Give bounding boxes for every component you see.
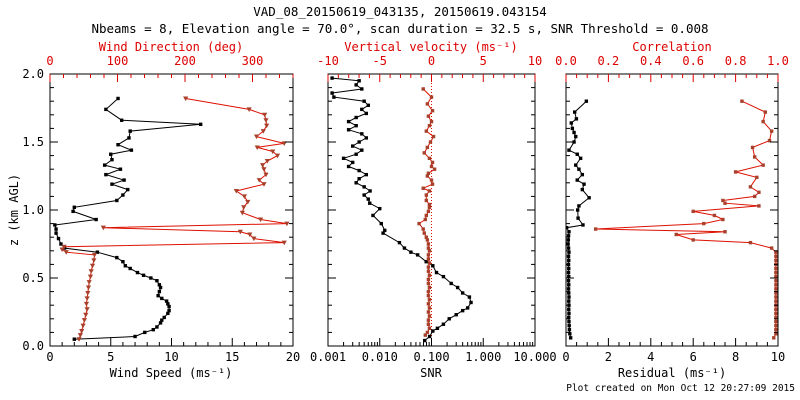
correlation-axis-title: Correlation: [632, 40, 712, 54]
vertical-velocity-axis-title: Vertical velocity (ms⁻¹): [344, 40, 518, 54]
svg-text:0: 0: [562, 350, 569, 364]
svg-text:2.0: 2.0: [22, 67, 44, 81]
svg-text:15: 15: [225, 350, 239, 364]
snr-series: [330, 76, 473, 343]
residual-series: [566, 99, 591, 340]
plot-title: VAD_08_20150619_043135, 20150619.043154: [253, 4, 547, 19]
svg-text:0.2: 0.2: [598, 54, 620, 68]
svg-text:-5: -5: [373, 54, 387, 68]
svg-text:0: 0: [428, 54, 435, 68]
velocity-snr-panel-data: [330, 74, 473, 346]
svg-text:6: 6: [690, 350, 697, 364]
svg-text:-10: -10: [317, 54, 339, 68]
correlation-series: [593, 99, 778, 340]
svg-text:5: 5: [480, 54, 487, 68]
svg-text:0.010: 0.010: [362, 350, 398, 364]
svg-text:0: 0: [46, 350, 53, 364]
plot-created-timestamp: Plot created on Mon Oct 12 20:27:09 2015: [566, 383, 795, 394]
svg-text:4: 4: [647, 350, 654, 364]
plot-subtitle: Nbeams = 8, Elevation angle = 70.0°, sca…: [91, 21, 709, 36]
wind-speed-axis-title: Wind Speed (ms⁻¹): [109, 366, 233, 380]
svg-text:300: 300: [242, 54, 264, 68]
wind-panel: 0 100 200 300 0 5 10 15 20 0.0 0.5 1.0 1.5 2.0: [22, 54, 300, 364]
wind-direction-axis-title: Wind Direction (deg): [98, 40, 244, 54]
svg-text:0.001: 0.001: [310, 350, 346, 364]
svg-text:0.0: 0.0: [22, 339, 44, 353]
svg-text:1.000: 1.000: [465, 350, 501, 364]
svg-text:2: 2: [605, 350, 612, 364]
svg-text:200: 200: [174, 54, 196, 68]
svg-text:1.0: 1.0: [767, 54, 789, 68]
correlation-residual-panel-data: [566, 99, 778, 340]
wind-panel-data: [53, 96, 290, 342]
velocity-snr-panel: -10 -5 0 5 10 0.001 0.010 0.100 1.000 10.000: [310, 54, 557, 364]
svg-text:1.0: 1.0: [22, 203, 44, 217]
svg-text:0.100: 0.100: [413, 350, 449, 364]
vertical-velocity-series: [417, 87, 437, 337]
svg-text:10: 10: [771, 350, 785, 364]
snr-axis-title: SNR: [420, 366, 442, 380]
svg-text:0.5: 0.5: [22, 271, 44, 285]
svg-text:0.8: 0.8: [725, 54, 747, 68]
svg-text:10.000: 10.000: [513, 350, 556, 364]
svg-text:8: 8: [732, 350, 739, 364]
svg-text:0.0: 0.0: [555, 54, 577, 68]
residual-axis-title: Residual (ms⁻¹): [617, 366, 727, 380]
svg-text:0.6: 0.6: [682, 54, 704, 68]
svg-text:1.5: 1.5: [22, 135, 44, 149]
svg-text:5: 5: [107, 350, 114, 364]
svg-text:0.4: 0.4: [640, 54, 662, 68]
svg-text:100: 100: [107, 54, 129, 68]
wind-direction-series: [59, 96, 290, 342]
correlation-residual-panel: 0.0 0.2 0.4 0.6 0.8 1.0 0 2 4 6 8 10: [555, 54, 789, 364]
svg-text:0: 0: [46, 54, 53, 68]
svg-text:10: 10: [528, 54, 542, 68]
wind-speed-series: [53, 96, 203, 341]
svg-text:20: 20: [286, 350, 300, 364]
svg-text:10: 10: [164, 350, 178, 364]
